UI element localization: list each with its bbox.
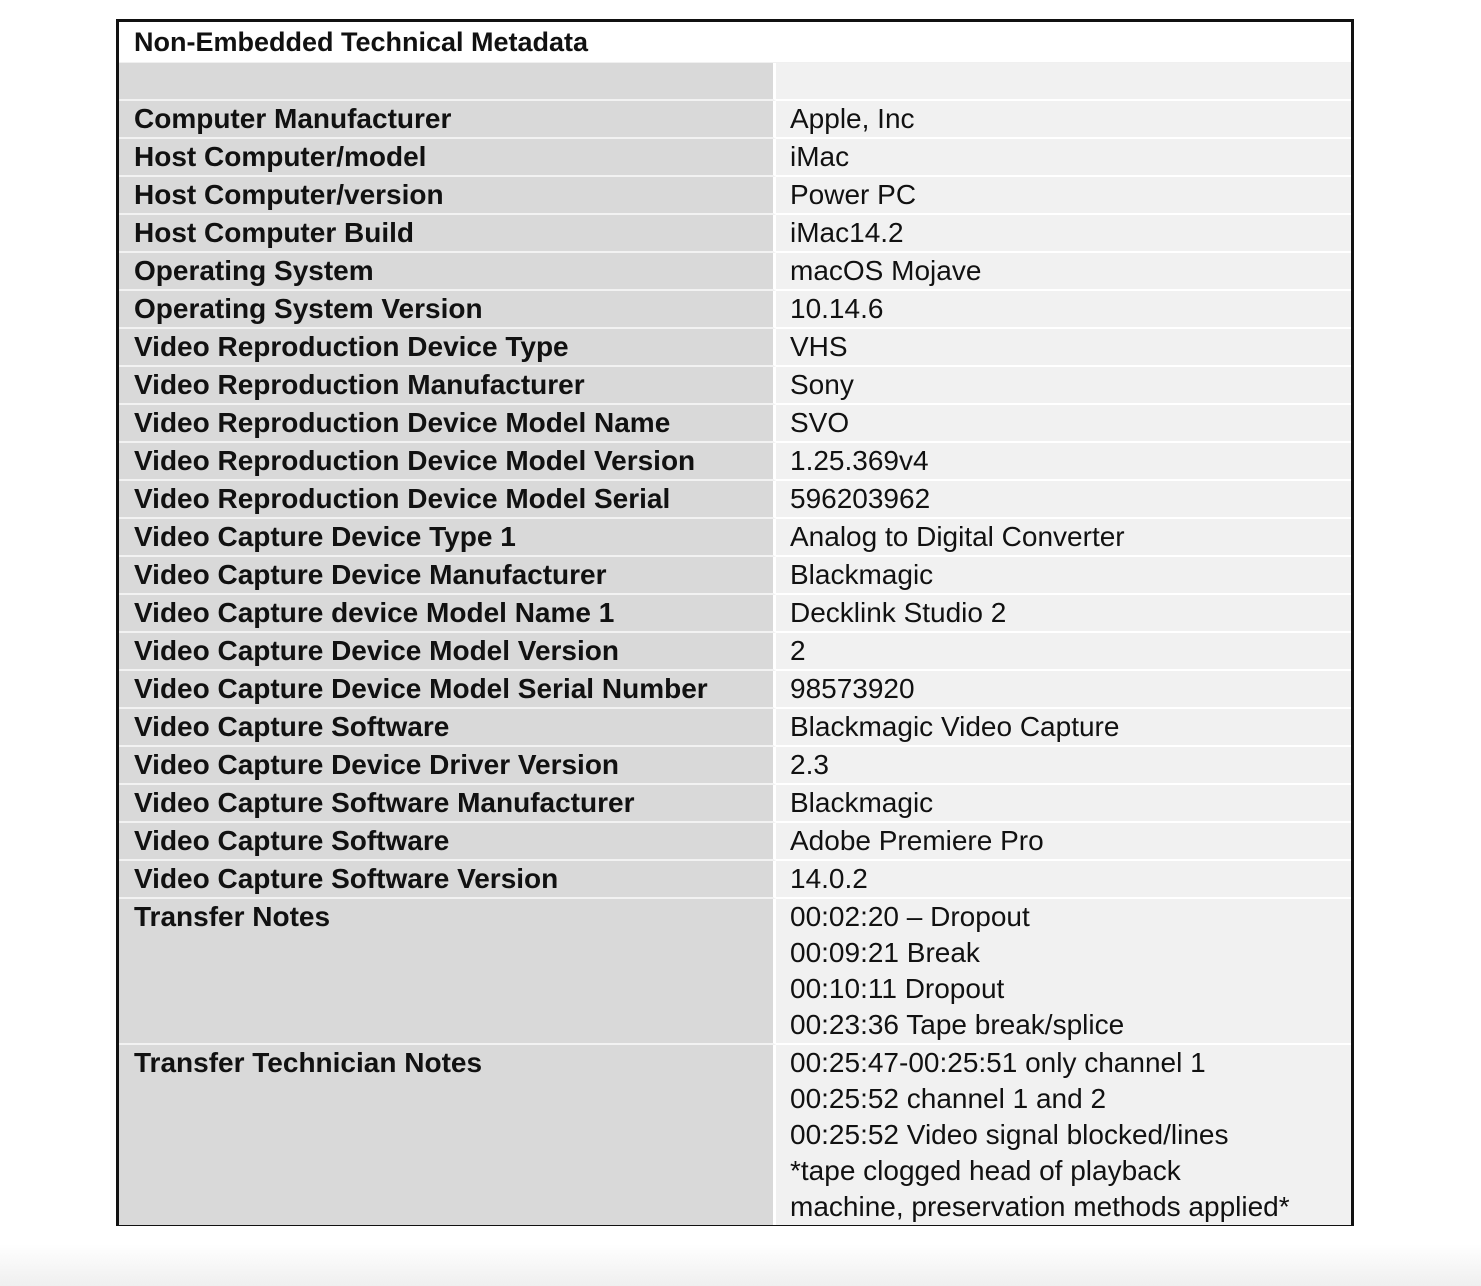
transfer-note-line: 00:10:11 Dropout: [790, 973, 1005, 1004]
row-value: SVO: [776, 405, 1351, 443]
table-row: Host Computer/version Power PC: [119, 177, 1351, 215]
row-value: 596203962: [776, 481, 1351, 519]
row-value: macOS Mojave: [776, 253, 1351, 291]
row-label: Video Reproduction Device Model Serial: [119, 481, 776, 519]
table-row: Video Capture Device Driver Version 2.3: [119, 747, 1351, 785]
table-row: Video Capture Software Version 14.0.2: [119, 861, 1351, 899]
table-row: Host Computer/model iMac: [119, 139, 1351, 177]
row-label: Host Computer/version: [119, 177, 776, 215]
table-row: Video Capture Software Adobe Premiere Pro: [119, 823, 1351, 861]
row-value: 2.3: [776, 747, 1351, 785]
table-row: Video Reproduction Device Model Name SVO: [119, 405, 1351, 443]
transfer-notes-value: 00:02:20 – Dropout 00:09:21 Break 00:10:…: [776, 899, 1351, 1045]
row-label: Video Capture Device Model Serial Number: [119, 671, 776, 709]
row-value: 10.14.6: [776, 291, 1351, 329]
spacer-row: [119, 63, 1351, 101]
metadata-rows: Computer Manufacturer Apple, Inc Host Comp…: [119, 101, 1351, 899]
row-value: Decklink Studio 2: [776, 595, 1351, 633]
technician-notes-row: Transfer Technician Notes 00:25:47-00:25…: [119, 1045, 1351, 1225]
table-row: Video Reproduction Device Model Version 1…: [119, 443, 1351, 481]
row-value: 14.0.2: [776, 861, 1351, 899]
transfer-note-line: 00:23:36 Tape break/splice: [790, 1009, 1125, 1040]
row-value: iMac: [776, 139, 1351, 177]
table-row: Video Capture Software Manufacturer Black…: [119, 785, 1351, 823]
row-value: Blackmagic: [776, 785, 1351, 823]
row-value: iMac14.2: [776, 215, 1351, 253]
table-row: Video Reproduction Manufacturer Sony: [119, 367, 1351, 405]
table-row: Video Capture Device Model Serial Number…: [119, 671, 1351, 709]
table-row: Video Reproduction Device Model Serial 59…: [119, 481, 1351, 519]
table-row: Video Capture Device Model Version 2: [119, 633, 1351, 671]
row-value: Power PC: [776, 177, 1351, 215]
row-label: Computer Manufacturer: [119, 101, 776, 139]
table-title: Non-Embedded Technical Metadata: [119, 22, 1351, 63]
row-value: VHS: [776, 329, 1351, 367]
spacer-label-cell: [119, 63, 776, 101]
technician-note-line: 00:25:52 channel 1 and 2: [790, 1083, 1107, 1114]
spacer-value-cell: [776, 63, 1351, 101]
row-label: Video Capture Device Type 1: [119, 519, 776, 557]
row-value: Adobe Premiere Pro: [776, 823, 1351, 861]
row-label: Operating System Version: [119, 291, 776, 329]
transfer-note-line: 00:02:20 – Dropout: [790, 901, 1030, 932]
row-label: Video Capture Software Version: [119, 861, 776, 899]
table-row: Host Computer Build iMac14.2: [119, 215, 1351, 253]
row-label: Video Capture Device Model Version: [119, 633, 776, 671]
technician-notes-label: Transfer Technician Notes: [119, 1045, 776, 1225]
row-label: Host Computer/model: [119, 139, 776, 177]
table-row: Video Capture Device Type 1 Analog to Dig…: [119, 519, 1351, 557]
row-label: Video Reproduction Device Model Name: [119, 405, 776, 443]
row-value: Sony: [776, 367, 1351, 405]
row-label: Host Computer Build: [119, 215, 776, 253]
row-value: 2: [776, 633, 1351, 671]
row-label: Video Capture Software: [119, 709, 776, 747]
transfer-notes-row: Transfer Notes 00:02:20 – Dropout 00:09:…: [119, 899, 1351, 1045]
row-label: Video Capture Software: [119, 823, 776, 861]
technician-note-line: 00:25:47-00:25:51 only channel 1: [790, 1047, 1206, 1078]
table-row: Video Capture device Model Name 1 Decklin…: [119, 595, 1351, 633]
table-row: Video Capture Device Manufacturer Blackma…: [119, 557, 1351, 595]
row-label: Video Capture Device Driver Version: [119, 747, 776, 785]
row-value: Blackmagic: [776, 557, 1351, 595]
transfer-notes-label: Transfer Notes: [119, 899, 776, 1045]
row-value: Analog to Digital Converter: [776, 519, 1351, 557]
row-value: 1.25.369v4: [776, 443, 1351, 481]
row-label: Video Reproduction Manufacturer: [119, 367, 776, 405]
technician-note-line: 00:25:52 Video signal blocked/lines: [790, 1119, 1229, 1150]
row-label: Video Reproduction Device Type: [119, 329, 776, 367]
row-label: Video Capture Software Manufacturer: [119, 785, 776, 823]
table-row: Video Capture Software Blackmagic Video C…: [119, 709, 1351, 747]
row-value: 98573920: [776, 671, 1351, 709]
table-row: Computer Manufacturer Apple, Inc: [119, 101, 1351, 139]
metadata-table: Non-Embedded Technical Metadata Computer…: [116, 19, 1354, 1226]
table-row: Operating System Version 10.14.6: [119, 291, 1351, 329]
page-bottom-edge: [0, 1244, 1481, 1286]
row-label: Video Reproduction Device Model Version: [119, 443, 776, 481]
row-value: Apple, Inc: [776, 101, 1351, 139]
table-row: Video Reproduction Device Type VHS: [119, 329, 1351, 367]
technician-note-line: *tape clogged head of playback: [790, 1155, 1181, 1186]
transfer-note-line: 00:09:21 Break: [790, 937, 980, 968]
table-row: Operating System macOS Mojave: [119, 253, 1351, 291]
row-label: Video Capture device Model Name 1: [119, 595, 776, 633]
row-value: Blackmagic Video Capture: [776, 709, 1351, 747]
technician-note-line: machine, preservation methods applied*: [790, 1191, 1290, 1222]
row-label: Operating System: [119, 253, 776, 291]
technician-notes-value: 00:25:47-00:25:51 only channel 1 00:25:5…: [776, 1045, 1351, 1225]
row-label: Video Capture Device Manufacturer: [119, 557, 776, 595]
